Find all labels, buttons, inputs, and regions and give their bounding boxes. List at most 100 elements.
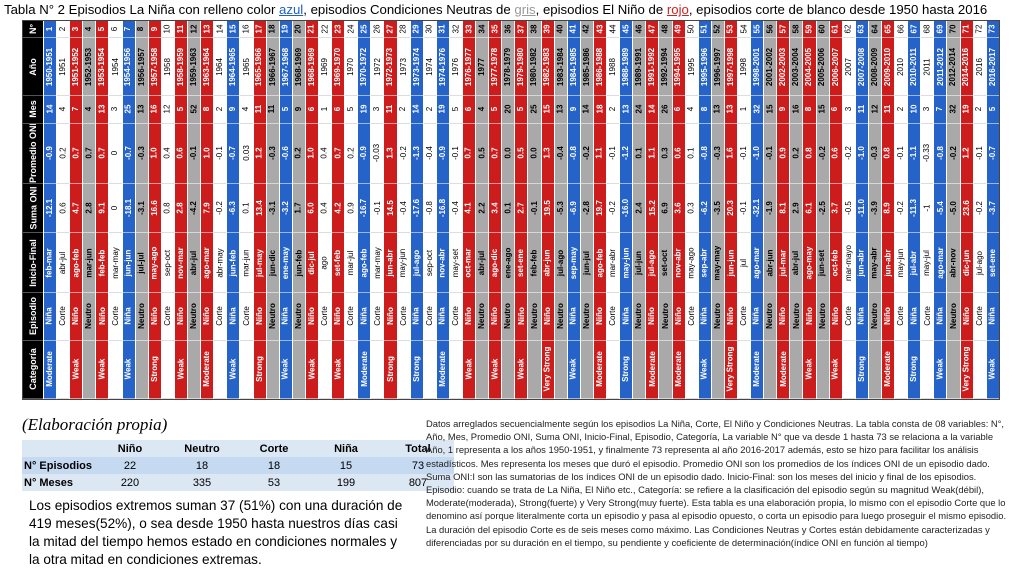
cell-inicio-final: feb-mar (44, 233, 57, 294)
cell-mes: 16 (148, 96, 161, 124)
cell-ano: 1964-1965 (227, 38, 240, 96)
cell-mes: 20 (502, 96, 515, 124)
cell-categoria (83, 341, 96, 399)
table-row: 62 2007 3 -0.2 -0.5 mar-mayo Corte (841, 21, 855, 399)
table-row: 49 1994-1995 6 0.6 3.6 nov-abr Niño Moderate (671, 21, 685, 399)
table-row: 12 1959-1963 52 -0.1 -4.2 abr-jul Neutro (187, 21, 201, 399)
cell-suma-oni: -3.1 (266, 184, 279, 234)
cell-suma-oni: -0.1 (371, 184, 384, 234)
table-row: 44 1988 2 -0.1 -0.2 mar-abr Corte (606, 21, 620, 399)
cell-inicio-final: ago-feb (70, 233, 83, 294)
cell-promedio-oni: 0.4 (318, 124, 332, 184)
cell-episodio: Niña (122, 293, 135, 341)
cell-episodio: Niño (384, 293, 397, 341)
cell-promedio-oni: 0 (109, 124, 122, 184)
cell-promedio-oni: 1.3 (541, 124, 554, 184)
cell-mes: 5 (449, 96, 462, 124)
table-header-column: N° Año Mes Promedio ONI Suma ONI Inicio-… (23, 21, 43, 399)
cell-mes: 6 (463, 96, 476, 124)
table-row: 59 2004-2005 8 0.8 6.1 ago-may Niño Weak (802, 21, 816, 399)
header-cell-categoria: Categoría (23, 340, 43, 399)
cell-suma-oni: -0.2 (214, 184, 227, 234)
cell-categoria: Strong (620, 341, 633, 399)
cell-suma-oni: 8.1 (777, 184, 790, 234)
cell-suma-oni: 2.4 (633, 184, 646, 234)
cell-ano: 1983-1984 (554, 38, 567, 96)
cell-suma-oni: 0 (109, 184, 122, 234)
cell-suma-oni: 0.9 (345, 184, 358, 234)
cell-mes: 5 (279, 96, 292, 124)
cell-mes: 16 (790, 96, 803, 124)
cell-suma-oni: 0.1 (502, 184, 515, 234)
cell-promedio-oni: -0.6 (279, 124, 292, 184)
cell-suma-oni: -11.3 (908, 184, 921, 234)
episodes-table: N° Año Mes Promedio ONI Suma ONI Inicio-… (22, 20, 1000, 400)
cell-numero: 12 (188, 21, 201, 39)
cell-ano: 1977-1978 (489, 38, 502, 96)
cell-promedio-oni: 0.6 (174, 124, 188, 184)
table-row: 72 2016 2 -0.1 -0.2 jul-ago Corte (972, 21, 986, 399)
summary-cell: 18 (195, 459, 209, 472)
cell-numero: 48 (659, 21, 672, 39)
cell-suma-oni: -1.9 (764, 184, 777, 234)
table-row: 7 1954-1956 25 -0.7 -18.1 jun-jun Niña Weak (121, 21, 135, 399)
cell-suma-oni: 14.5 (384, 184, 397, 234)
cell-categoria (764, 341, 777, 399)
cell-episodio: Neutro (135, 293, 148, 341)
cell-categoria: Strong (855, 341, 868, 399)
cell-suma-oni: -2.8 (580, 184, 593, 234)
header-cell-ano: Año (23, 38, 43, 96)
cell-episodio: Neutro (292, 293, 305, 341)
table-row: 67 2010-2011 10 -1.1 -11.3 jul-abr Niña Strong (907, 21, 921, 399)
cell-mes: 8 (698, 96, 711, 124)
cell-ano: 1974 (423, 38, 436, 96)
cell-ano: 2007 (842, 38, 855, 96)
cell-numero: 59 (803, 21, 816, 39)
cell-ano: 1972-1973 (384, 38, 397, 96)
cell-ano: 2016 (973, 38, 986, 96)
cell-numero: 69 (934, 21, 947, 39)
table-row: 68 2011 3 -0.33 -1 may-jul Corte (920, 21, 934, 399)
cell-mes: 15 (541, 96, 554, 124)
cell-suma-oni: 2.8 (174, 184, 188, 234)
cell-inicio-final: jul-ago (646, 233, 659, 294)
cell-episodio: Niño (593, 293, 607, 341)
cell-ano: 2003-2004 (790, 38, 803, 96)
table-row: 10 1958 12 0.4 0.8 sep-oct Corte (160, 21, 174, 399)
cell-episodio: Neutro (947, 293, 960, 341)
cell-suma-oni: -12.1 (44, 184, 57, 234)
cell-numero: 28 (397, 21, 410, 39)
cell-episodio: Niño (174, 293, 188, 341)
cell-categoria: Weak (305, 341, 318, 399)
cell-numero: 44 (607, 21, 620, 39)
cell-categoria: Weak (803, 341, 816, 399)
cell-ano: 2011-2012 (934, 38, 947, 96)
cell-episodio: Niño (646, 293, 659, 341)
cell-episodio: Neutro (633, 293, 646, 341)
cell-numero: 23 (332, 21, 345, 39)
table-row: 22 1969 1 0.4 0.4 ago Corte (317, 21, 332, 399)
cell-ano: 1953-1954 (96, 38, 109, 96)
table-row: 17 1965-1966 11 1.2 13.4 jul-may Niño Strong (252, 21, 266, 399)
cell-promedio-oni: -0.03 (371, 124, 384, 184)
cell-ano: 1992-1994 (659, 38, 672, 96)
cell-promedio-oni: -0.4 (423, 124, 436, 184)
cell-episodio: Niño (332, 293, 345, 341)
cell-suma-oni: 13.4 (253, 184, 266, 234)
cell-suma-oni: -0.5 (842, 184, 855, 234)
cell-suma-oni: 23.6 (960, 184, 973, 234)
page-title: Tabla N° 2 Episodios La Niña con relleno… (4, 2, 1020, 20)
cell-numero: 18 (266, 21, 279, 39)
table-row: 8 1956-1957 13 -0.3 -3.1 jul-jul Neutro (134, 21, 148, 399)
cell-promedio-oni: 0.7 (70, 124, 83, 184)
cell-mes: 13 (711, 96, 724, 124)
cell-promedio-oni: 0.0 (528, 124, 541, 184)
cell-numero: 32 (449, 21, 462, 39)
summary-header-neutro: Neutro (184, 442, 220, 455)
table-row: 19 1967-1968 5 -0.6 -3.2 ene-may Niña Weak (278, 21, 292, 399)
cell-mes: 6 (305, 96, 318, 124)
cell-inicio-final: may-jul (921, 233, 934, 294)
cell-numero: 27 (384, 21, 397, 39)
cell-categoria: Moderate (436, 341, 449, 399)
table-row: 26 1972 3 -0.03 -0.1 mar-may Corte (370, 21, 384, 399)
